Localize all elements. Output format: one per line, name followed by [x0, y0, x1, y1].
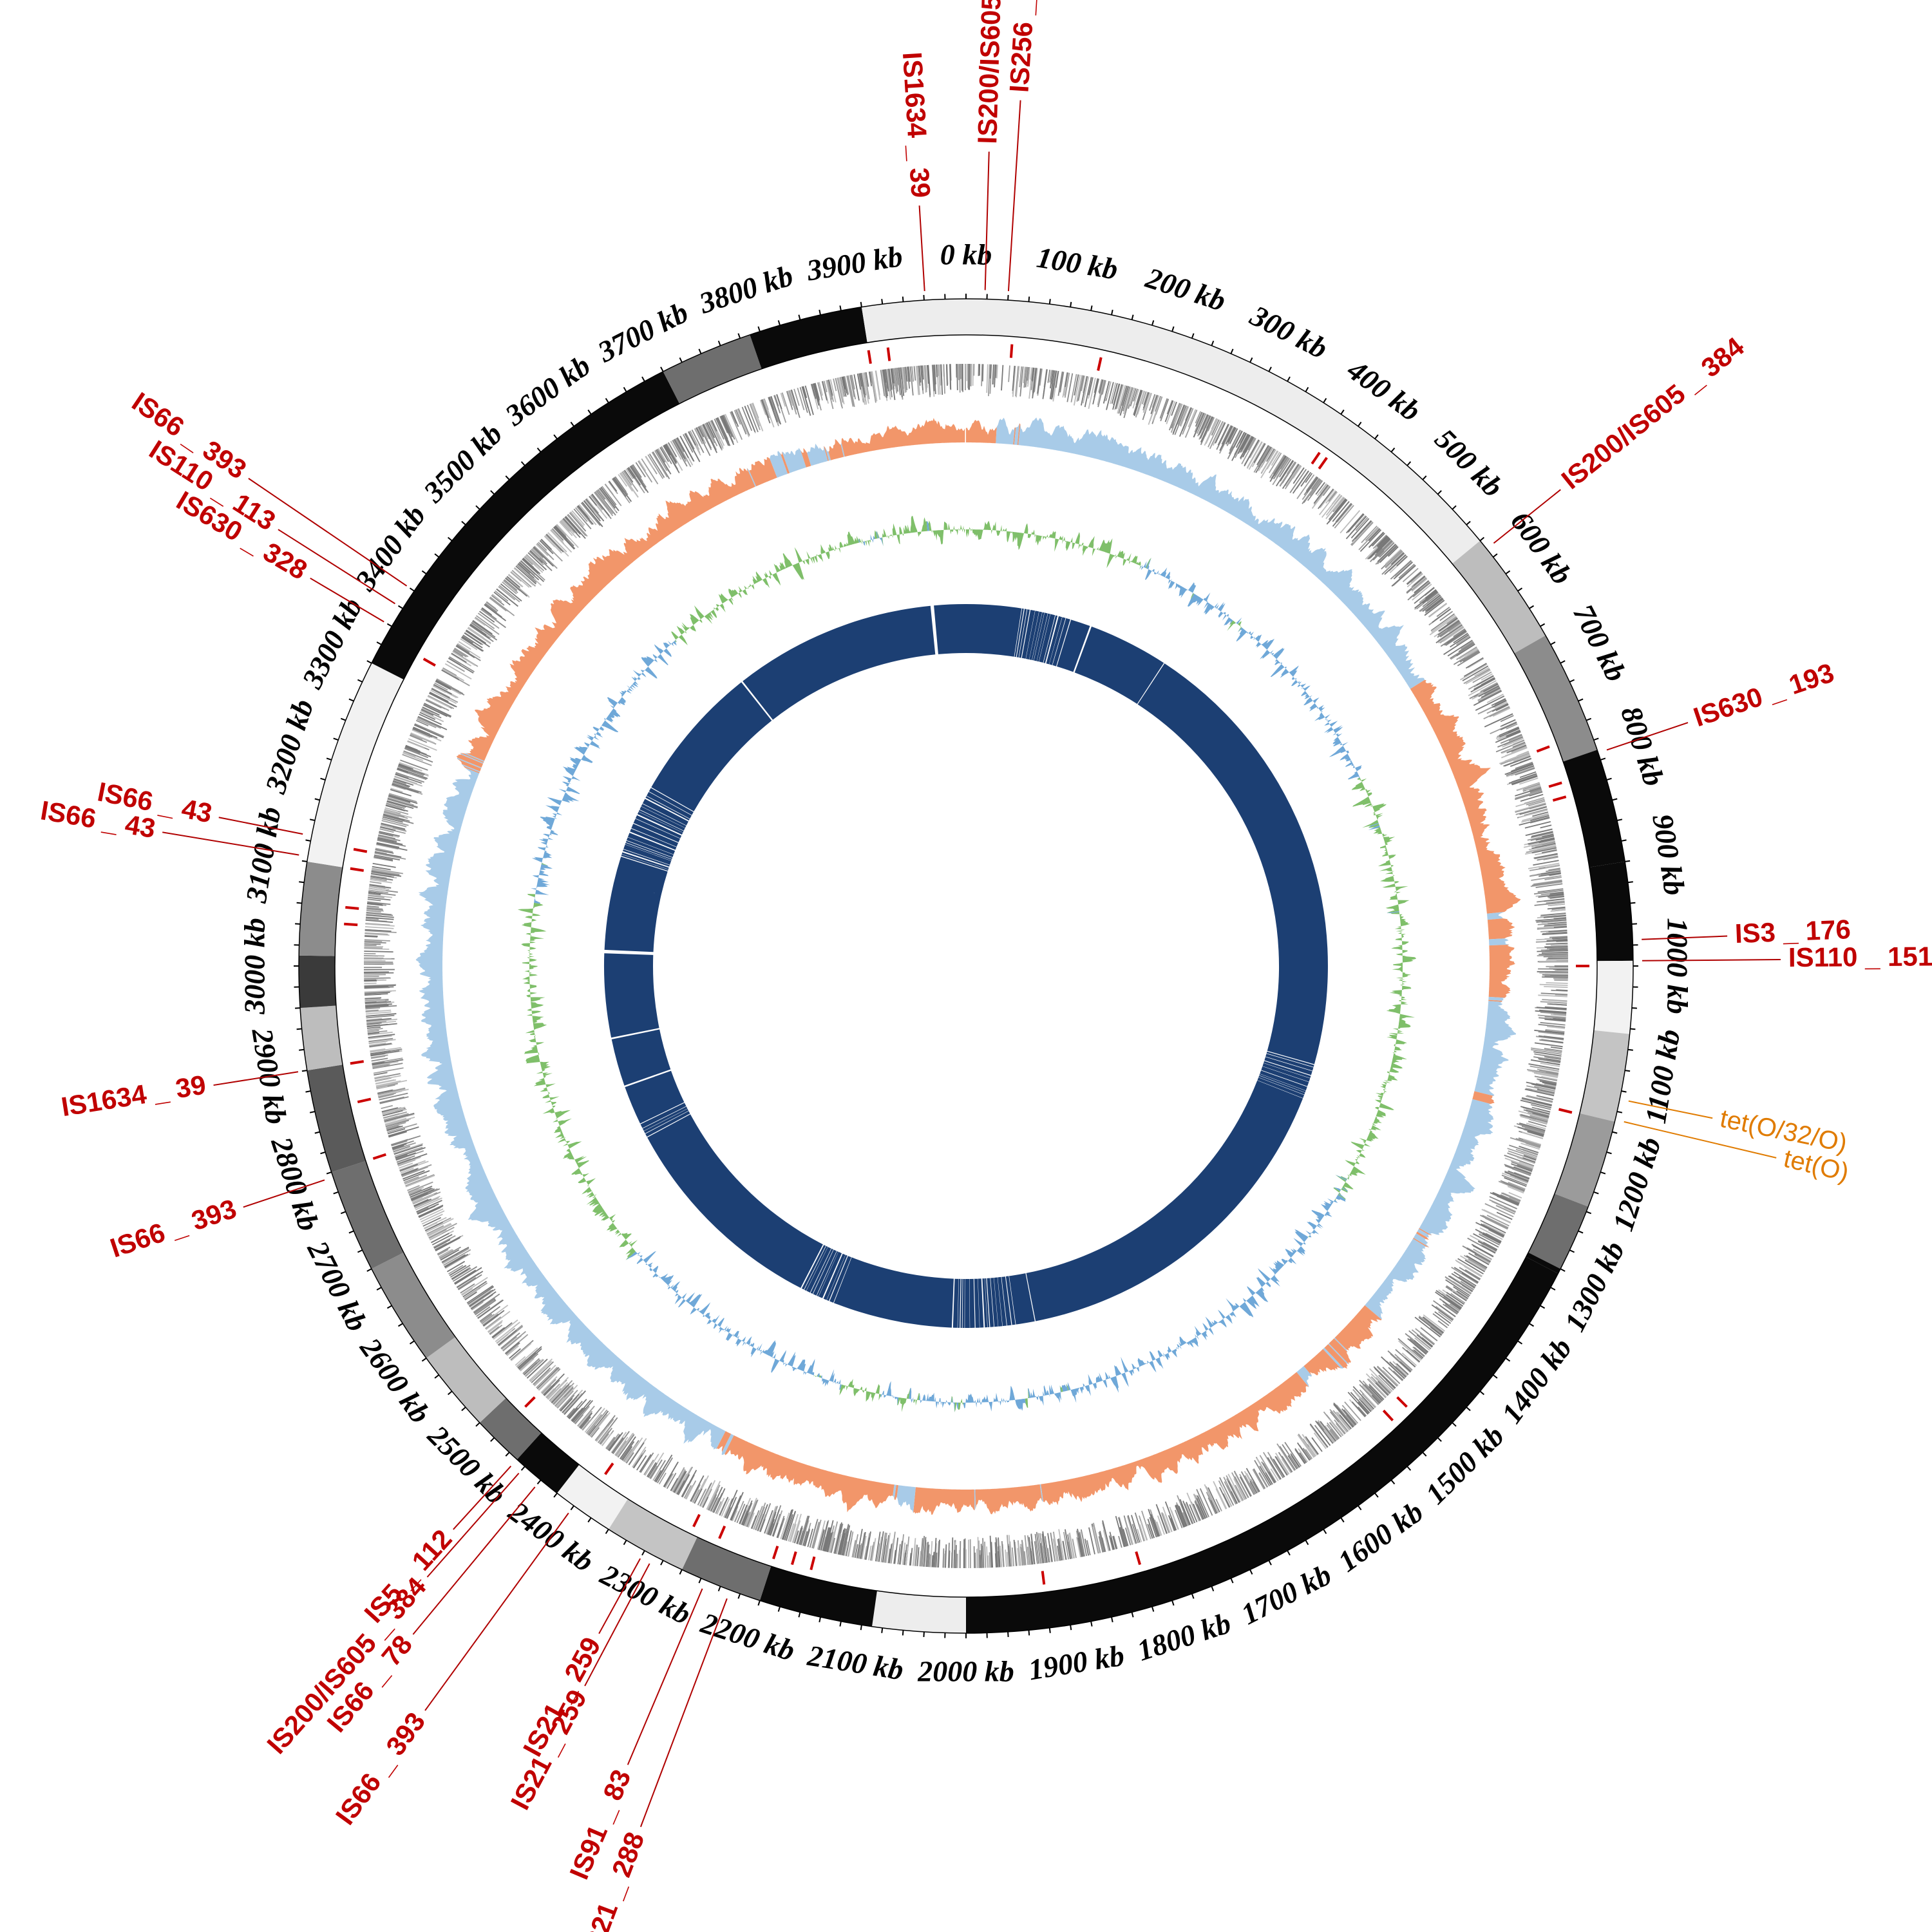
svg-text:1000 kb: 1000 kb: [1661, 918, 1694, 1014]
svg-text:3000 kb: 3000 kb: [238, 918, 271, 1015]
svg-text:IS110 _ 151: IS110 _ 151: [1788, 941, 1932, 972]
svg-text:2000 kb: 2000 kb: [917, 1655, 1014, 1688]
svg-text:0 kb: 0 kb: [940, 238, 992, 271]
